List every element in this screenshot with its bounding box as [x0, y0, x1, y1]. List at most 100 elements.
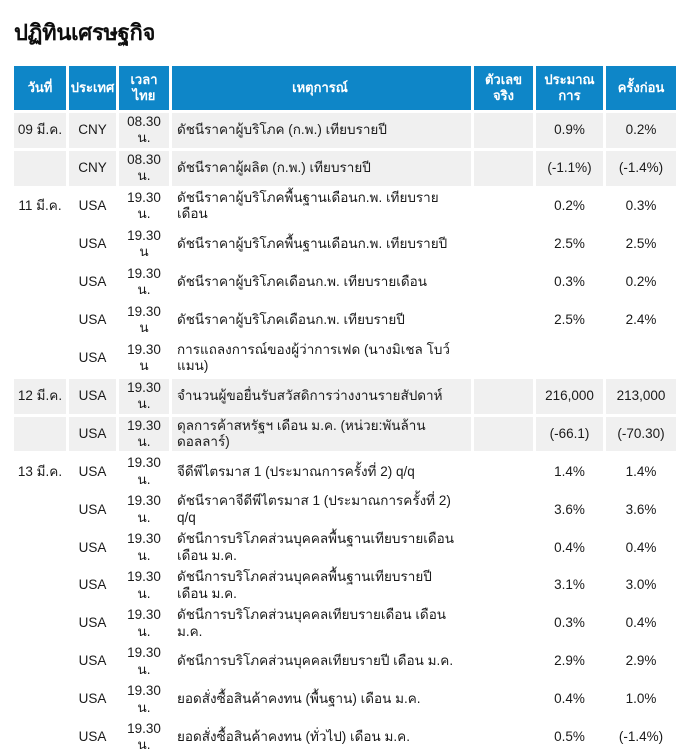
previous-cell: (-70.30)	[606, 416, 676, 452]
column-header-actual: ตัวเลขจริง	[474, 66, 533, 110]
previous-cell: 1.0%	[606, 682, 676, 717]
country-cell: USA	[69, 188, 116, 224]
table-row: USA 19.30 น การแถลงการณ์ของผู้ว่าการเฟด …	[14, 340, 676, 376]
previous-cell: 2.9%	[606, 644, 676, 680]
date-cell	[14, 568, 66, 604]
time-cell: 19.30 น.	[119, 606, 169, 642]
date-cell: 09 มี.ค.	[14, 113, 66, 148]
actual-cell	[474, 226, 533, 262]
event-cell: ดัชนีราคาผู้บริโภคเดือนก.พ. เทียบรายปี	[172, 302, 471, 338]
event-cell: ดุลการค้าสหรัฐฯ เดือน ม.ค. (หน่วย:พันล้า…	[172, 416, 471, 452]
actual-cell	[474, 264, 533, 300]
event-cell: ดัชนีราคาผู้ผลิต (ก.พ.) เทียบรายปี	[172, 150, 471, 186]
previous-cell: (-1.4%)	[606, 720, 676, 749]
table-row: USA 19.30 น. ยอดสั่งซื้อสินค้าคงทน (พื้น…	[14, 682, 676, 717]
event-cell: ดัชนีการบริโภคส่วนบุคคลพื้นฐานเทียบรายปี…	[172, 568, 471, 604]
event-cell: ดัชนีราคาผู้บริโภค (ก.พ.) เทียบรายปี	[172, 113, 471, 148]
time-cell: 08.30 น.	[119, 150, 169, 186]
event-cell: ดัชนีราคาจีดีพีไตรมาส 1 (ประมาณการครั้งท…	[172, 492, 471, 528]
event-cell: ดัชนีการบริโภคส่วนบุคคลเทียบรายปี เดือน …	[172, 644, 471, 680]
previous-cell: 2.5%	[606, 226, 676, 262]
date-cell	[14, 302, 66, 338]
time-cell: 19.30 น	[119, 340, 169, 376]
forecast-cell: 0.3%	[536, 264, 603, 300]
country-cell: USA	[69, 416, 116, 452]
previous-cell: (-1.4%)	[606, 150, 676, 186]
table-row: USA 19.30 น ดัชนีราคาผู้บริโภคเดือนก.พ. …	[14, 302, 676, 338]
time-cell: 19.30 น.	[119, 492, 169, 528]
table-row: USA 19.30 น. ดัชนีการบริโภคส่วนบุคคลเทีย…	[14, 606, 676, 642]
previous-cell: 0.4%	[606, 606, 676, 642]
forecast-cell: 0.9%	[536, 113, 603, 148]
previous-cell: 213,000	[606, 378, 676, 414]
forecast-cell: (-1.1%)	[536, 150, 603, 186]
previous-cell: 3.0%	[606, 568, 676, 604]
actual-cell	[474, 188, 533, 224]
actual-cell	[474, 720, 533, 749]
table-row: 11 มี.ค. USA 19.30 น. ดัชนีราคาผู้บริโภค…	[14, 188, 676, 224]
actual-cell	[474, 113, 533, 148]
forecast-cell: 0.4%	[536, 682, 603, 717]
forecast-cell: 3.6%	[536, 492, 603, 528]
country-cell: USA	[69, 606, 116, 642]
event-cell: ดัชนีราคาผู้บริโภคพื้นฐานเดือนก.พ. เทียบ…	[172, 188, 471, 224]
event-cell: ดัชนีการบริโภคส่วนบุคคลพื้นฐานเทียบรายเด…	[172, 530, 471, 566]
forecast-cell: 2.9%	[536, 644, 603, 680]
economic-calendar-table: วันที่ ประเทศ เวลาไทย เหตุการณ์ ตัวเลขจริง ปร…	[14, 66, 676, 749]
date-cell	[14, 416, 66, 452]
column-header-country: ประเทศ	[69, 66, 116, 110]
column-header-event: เหตุการณ์	[172, 66, 471, 110]
date-cell	[14, 492, 66, 528]
country-cell: USA	[69, 454, 116, 490]
forecast-cell: 0.3%	[536, 606, 603, 642]
forecast-cell: 0.2%	[536, 188, 603, 224]
previous-cell: 2.4%	[606, 302, 676, 338]
event-cell: ดัชนีราคาผู้บริโภคพื้นฐานเดือนก.พ. เทียบ…	[172, 226, 471, 262]
actual-cell	[474, 302, 533, 338]
forecast-cell: 216,000	[536, 378, 603, 414]
actual-cell	[474, 378, 533, 414]
time-cell: 19.30 น	[119, 302, 169, 338]
page-title: ปฏิทินเศรษฐกิจ	[14, 20, 156, 45]
table-header-row: วันที่ ประเทศ เวลาไทย เหตุการณ์ ตัวเลขจริง ปร…	[14, 66, 676, 110]
event-cell: ดัชนีราคาผู้บริโภคเดือนก.พ. เทียบรายเดือ…	[172, 264, 471, 300]
event-cell: การแถลงการณ์ของผู้ว่าการเฟด (นางมิเชล โบ…	[172, 340, 471, 376]
time-cell: 19.30 น.	[119, 530, 169, 566]
table-row: 09 มี.ค. CNY 08.30 น. ดัชนีราคาผู้บริโภค…	[14, 113, 676, 148]
actual-cell	[474, 454, 533, 490]
time-cell: 19.30 น.	[119, 644, 169, 680]
date-cell: 13 มี.ค.	[14, 454, 66, 490]
actual-cell	[474, 530, 533, 566]
forecast-cell: (-66.1)	[536, 416, 603, 452]
forecast-cell: 1.4%	[536, 454, 603, 490]
actual-cell	[474, 492, 533, 528]
actual-cell	[474, 644, 533, 680]
country-cell: USA	[69, 226, 116, 262]
time-cell: 19.30 น.	[119, 454, 169, 490]
date-cell	[14, 226, 66, 262]
event-cell: จำนวนผู้ขอยื่นรับสวัสดิการว่างงานรายสัปด…	[172, 378, 471, 414]
column-header-date: วันที่	[14, 66, 66, 110]
table-row: USA 19.30 น. ดัชนีการบริโภคส่วนบุคคลพื้น…	[14, 568, 676, 604]
date-cell	[14, 720, 66, 749]
date-cell	[14, 606, 66, 642]
date-cell	[14, 682, 66, 717]
previous-cell: 0.2%	[606, 264, 676, 300]
time-cell: 19.30 น.	[119, 264, 169, 300]
country-cell: USA	[69, 378, 116, 414]
previous-cell: 0.3%	[606, 188, 676, 224]
date-cell	[14, 340, 66, 376]
forecast-cell: 0.4%	[536, 530, 603, 566]
actual-cell	[474, 416, 533, 452]
actual-cell	[474, 340, 533, 376]
previous-cell: 0.2%	[606, 113, 676, 148]
table-row: USA 19.30 น ดัชนีราคาผู้บริโภคพื้นฐานเดื…	[14, 226, 676, 262]
time-cell: 08.30 น.	[119, 113, 169, 148]
country-cell: USA	[69, 340, 116, 376]
actual-cell	[474, 606, 533, 642]
date-cell	[14, 264, 66, 300]
table-row: USA 19.30 น. ดัชนีการบริโภคส่วนบุคคลพื้น…	[14, 530, 676, 566]
country-cell: USA	[69, 530, 116, 566]
country-cell: USA	[69, 568, 116, 604]
